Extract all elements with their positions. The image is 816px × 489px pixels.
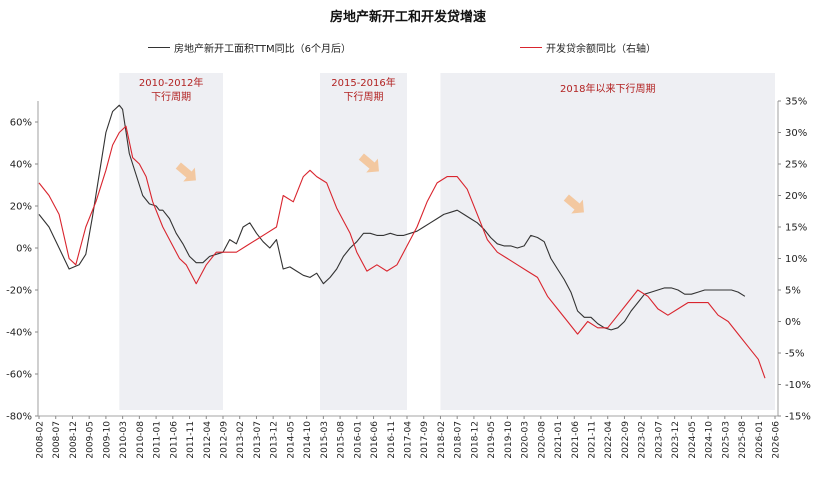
x-tick-label: 2021-11	[588, 421, 598, 459]
x-tick-label: 2024-05	[688, 421, 698, 459]
period-label: 2015-2016年	[331, 76, 396, 89]
x-tick-label: 2009-05	[86, 421, 96, 459]
x-tick-label: 2022-04	[604, 421, 614, 459]
x-tick-label: 2016-06	[370, 421, 380, 459]
x-tick-label: 2024-10	[705, 421, 715, 459]
y-right-tick-label: 10%	[785, 254, 807, 265]
period-label: 2010-2012年	[139, 76, 204, 89]
trend-arrow-icon	[358, 153, 379, 173]
x-tick-label: 2010-03	[119, 421, 129, 459]
y-right-tick-label: 20%	[785, 191, 807, 202]
x-tick-label: 2015-03	[320, 421, 330, 459]
y-right-tick-label: 30%	[785, 128, 807, 139]
trend-arrow-shape	[358, 153, 379, 173]
x-tick-label: 2025-03	[721, 421, 731, 459]
x-tick-label: 2008-12	[69, 421, 79, 459]
shaded-period	[320, 73, 407, 410]
x-tick-label: 2020-08	[537, 421, 547, 459]
shaded-period	[119, 73, 223, 410]
x-tick-label: 2011-06	[169, 421, 179, 459]
x-tick-label: 2023-12	[671, 421, 681, 459]
legend-label-starts: 房地产新开工面积TTM同比（6个月后）	[174, 44, 352, 55]
x-tick-label: 2021-01	[554, 421, 564, 459]
x-tick-label: 2018-12	[470, 421, 480, 459]
x-tick-label: 2021-06	[571, 421, 581, 459]
y-left-tick-label: 60%	[10, 118, 32, 129]
legend-swatch-starts	[148, 47, 170, 48]
x-tick-label: 2011-01	[153, 421, 163, 459]
trend-arrow-shape	[563, 194, 584, 214]
x-tick-label: 2012-04	[203, 421, 213, 459]
legend-item-loans: 开发贷余额同比（右轴）	[520, 40, 656, 55]
trend-arrow-icon	[563, 194, 584, 214]
x-tick-label: 2023-07	[654, 421, 664, 459]
period-label: 2018年以来下行周期	[560, 82, 655, 95]
y-right-tick-label: -10%	[785, 380, 811, 391]
x-tick-label: 2017-09	[420, 421, 430, 459]
x-tick-label: 2008-02	[36, 421, 46, 459]
x-tick-label: 2013-12	[270, 421, 280, 459]
period-label: 下行周期	[151, 90, 191, 103]
chart-title: 房地产新开工和开发贷增速	[329, 10, 486, 25]
x-tick-label: 2018-07	[454, 421, 464, 459]
y-right-tick-label: 35%	[785, 97, 807, 108]
trend-arrow-shape	[175, 162, 196, 182]
y-left-tick-label: 0%	[16, 244, 32, 255]
x-tick-label: 2026-06	[772, 421, 782, 459]
x-tick-label: 2025-08	[738, 421, 748, 459]
y-right-tick-label: 15%	[785, 223, 807, 234]
shaded-period	[440, 73, 775, 410]
x-tick-label: 2013-02	[236, 421, 246, 459]
x-tick-label: 2022-09	[621, 421, 631, 459]
series-line-starts	[38, 104, 746, 331]
legend-item-starts: 房地产新开工面积TTM同比（6个月后）	[148, 40, 351, 55]
y-right-tick-label: 0%	[785, 317, 801, 328]
x-tick-label: 2009-10	[102, 421, 112, 459]
y-left-tick-label: -40%	[6, 328, 32, 339]
y-right-tick-label: -5%	[785, 349, 804, 360]
x-tick-label: 2023-02	[638, 421, 648, 459]
x-tick-label: 2019-10	[504, 421, 514, 459]
x-tick-label: 2012-09	[220, 421, 230, 459]
y-left-tick-label: 20%	[10, 202, 32, 213]
x-tick-label: 2014-05	[286, 421, 296, 459]
x-tick-label: 2011-11	[186, 421, 196, 459]
y-left-tick-label: -20%	[6, 286, 32, 297]
legend-swatch-loans	[520, 47, 542, 48]
x-tick-label: 2008-07	[52, 421, 62, 459]
y-right-tick-label: -15%	[785, 412, 811, 423]
x-tick-label: 2010-08	[136, 421, 146, 459]
x-tick-label: 2019-05	[487, 421, 497, 459]
y-left-tick-label: -80%	[6, 412, 32, 423]
y-left-tick-label: 40%	[10, 160, 32, 171]
x-tick-label: 2014-10	[303, 421, 313, 459]
x-tick-label: 2026-01	[755, 421, 765, 459]
y-right-tick-label: 5%	[785, 286, 801, 297]
legend-label-loans: 开发贷余额同比（右轴）	[546, 44, 656, 55]
series-line-loans	[38, 125, 766, 379]
x-tick-label: 2018-02	[437, 421, 447, 459]
x-tick-label: 2016-11	[387, 421, 397, 459]
period-label: 下行周期	[344, 90, 384, 103]
x-tick-label: 2013-07	[253, 421, 263, 459]
trend-arrow-icon	[175, 162, 196, 182]
x-tick-label: 2020-03	[521, 421, 531, 459]
x-tick-label: 2015-08	[337, 421, 347, 459]
x-tick-label: 2017-04	[404, 421, 414, 459]
y-right-tick-label: 25%	[785, 160, 807, 171]
x-tick-label: 2016-01	[353, 421, 363, 459]
y-left-tick-label: -60%	[6, 370, 32, 381]
